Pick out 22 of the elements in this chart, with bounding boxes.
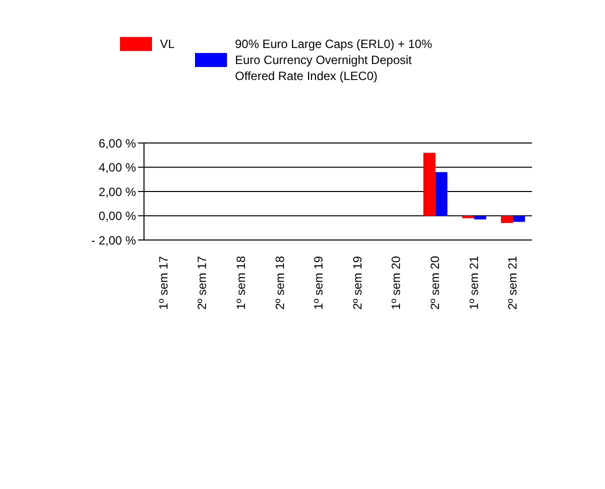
x-tick-label: 2º sem 21 bbox=[506, 256, 520, 310]
y-tick-label: 4,00 % bbox=[98, 160, 136, 175]
x-tick-label: 1º sem 18 bbox=[234, 256, 248, 310]
legend-label: 90% Euro Large Caps (ERL0) + 10% Euro Currency Overnight Deposit Offered Rate Index (LEC0) bbox=[235, 36, 434, 84]
bar bbox=[500, 216, 513, 224]
x-tick-label: 2º sem 20 bbox=[428, 256, 442, 310]
y-tick-label: 6,00 % bbox=[98, 136, 136, 150]
x-tick-label: 1º sem 20 bbox=[389, 256, 404, 310]
legend-label: VL bbox=[160, 36, 176, 52]
bar bbox=[474, 216, 486, 220]
x-tick-label: 1º sem 17 bbox=[156, 256, 170, 310]
x-tick-label: 1º sem 19 bbox=[312, 256, 326, 310]
bar bbox=[423, 152, 436, 216]
x-tick-label: 2º sem 17 bbox=[195, 256, 210, 310]
y-tick-label: 2,00 % bbox=[98, 184, 136, 199]
bar bbox=[512, 216, 525, 222]
y-tick-label: 0,00 % bbox=[98, 209, 136, 224]
x-tick-label: 2º sem 19 bbox=[350, 256, 364, 310]
y-tick-label: - 2,00 % bbox=[91, 233, 136, 248]
x-tick-label: 2º sem 18 bbox=[272, 256, 287, 310]
x-tick-label: 1º sem 21 bbox=[466, 256, 481, 310]
bar bbox=[435, 172, 448, 216]
